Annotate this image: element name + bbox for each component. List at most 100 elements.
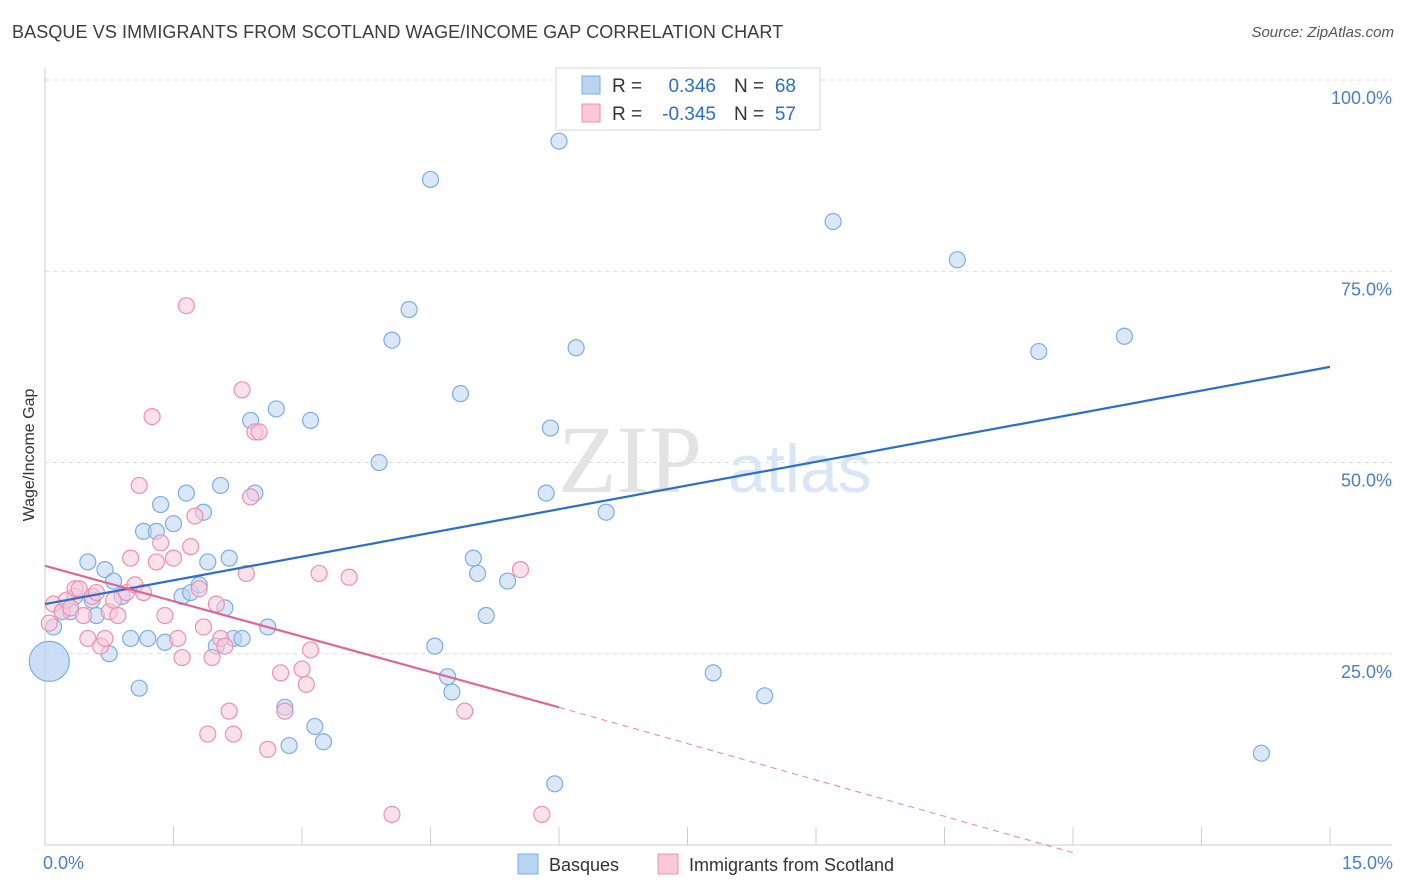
basques-point-18 <box>164 515 183 533</box>
scotland-point-40 <box>233 381 251 399</box>
basques-point-46 <box>443 683 461 701</box>
stats-n-value-basques: 68 <box>775 76 796 97</box>
scotland-point-31 <box>190 580 208 598</box>
basques-point-42 <box>400 300 418 319</box>
legend-swatch-basques[interactable] <box>517 853 539 875</box>
stats-n-label-scotland: N = <box>734 104 764 125</box>
legend-swatch-scotland[interactable] <box>657 853 679 875</box>
scotland-point-0 <box>40 614 58 632</box>
basques-point-41 <box>383 331 401 349</box>
scotland-point-54 <box>456 702 474 720</box>
basques-point-4 <box>79 553 97 571</box>
scotland-point-52 <box>340 568 358 586</box>
basques-point-55 <box>550 132 568 150</box>
basques-point-7 <box>96 560 114 579</box>
basques-point-64 <box>1252 744 1271 762</box>
watermark-atlas: atlas <box>728 431 872 507</box>
scotland-point-24 <box>156 606 174 625</box>
basques-point-54 <box>546 775 564 793</box>
trend-lines <box>44 365 1331 854</box>
scotland-point-8 <box>79 629 97 648</box>
watermark: ZIP atlas <box>558 406 872 513</box>
basques-point-26 <box>212 476 230 495</box>
scotland-point-35 <box>207 595 225 613</box>
y-tick-label-0: 25.0% <box>1341 662 1392 682</box>
scotland-point-51 <box>310 564 328 583</box>
scotland-point-45 <box>259 740 277 758</box>
basques-point-63 <box>1115 327 1134 345</box>
scotland-point-49 <box>297 675 315 693</box>
basques-point-30 <box>233 629 251 648</box>
scotland-trend-line <box>44 564 560 709</box>
scotland-point-23 <box>152 534 170 552</box>
scotland-point-25 <box>164 549 183 567</box>
basques-point-62 <box>1030 342 1048 361</box>
scotland-trend-extension <box>558 706 1074 854</box>
scotland-point-30 <box>186 507 204 525</box>
scotland-point-37 <box>216 637 234 655</box>
x-tick-label-max: 15.0% <box>1342 853 1393 873</box>
basques-point-58 <box>704 664 722 682</box>
stats-swatch-scotland <box>581 103 601 123</box>
y-axis-label: Wage/Income Gap <box>21 389 38 522</box>
basques-point-38 <box>306 717 324 736</box>
scotland-point-34 <box>203 648 221 667</box>
scotland-point-53 <box>383 805 401 824</box>
basques-point-47 <box>451 385 470 403</box>
scotland-point-42 <box>242 488 260 506</box>
basques-point-51 <box>499 572 517 590</box>
scotland-point-29 <box>182 538 200 556</box>
basques-point-39 <box>314 733 333 751</box>
basques-point-34 <box>267 400 285 418</box>
stats-r-value-basques: 0.346 <box>668 76 716 97</box>
scotland-point-22 <box>147 553 165 571</box>
scotland-point-50 <box>301 641 320 659</box>
stats-n-value-scotland: 57 <box>775 104 796 125</box>
scotland-point-28 <box>177 297 195 315</box>
scotland-point-39 <box>224 725 243 743</box>
scotland-point-7 <box>74 606 93 625</box>
basques-trend-line <box>44 365 1331 606</box>
stats-n-label-basques: N = <box>734 76 764 97</box>
basques-point-44 <box>426 637 444 655</box>
basques-point-28 <box>220 549 238 567</box>
basques-point-43 <box>421 170 440 189</box>
basques-point-16 <box>152 495 170 514</box>
scotland-point-12 <box>96 629 114 648</box>
x-tick-labels: 0.0% 15.0% <box>43 853 1393 873</box>
scotland-point-21 <box>143 408 161 426</box>
grid-lines <box>45 79 1392 655</box>
basques-point-21 <box>177 484 195 502</box>
basques-point-24 <box>199 553 217 571</box>
basques-point-52 <box>537 484 555 502</box>
scotland-point-48 <box>293 660 311 678</box>
scotland-point-44 <box>250 423 268 441</box>
scotland-point-56 <box>533 805 551 824</box>
legend-label-basques[interactable]: Basques <box>549 855 619 875</box>
basques-point-65 <box>28 640 70 683</box>
chart-source: Source: ZipAtlas.com <box>1251 24 1394 41</box>
y-tick-label-1: 50.0% <box>1341 471 1392 491</box>
stats-legend: R = 0.346 N = 68 R = -0.345 N = 57 <box>555 67 821 131</box>
basques-point-53 <box>541 419 560 437</box>
scotland-point-47 <box>276 702 294 720</box>
scotland-point-17 <box>122 549 140 567</box>
basques-point-36 <box>280 736 298 755</box>
legend: Basques Immigrants from Scotland <box>517 853 894 875</box>
scotland-point-46 <box>271 664 290 682</box>
scotland-point-19 <box>130 476 148 495</box>
basques-point-48 <box>464 549 482 567</box>
y-tick-label-3: 100.0% <box>1331 88 1392 108</box>
legend-label-scotland[interactable]: Immigrants from Scotland <box>689 855 894 875</box>
y-tick-label-2: 75.0% <box>1341 279 1392 299</box>
scotland-point-15 <box>109 606 127 625</box>
stats-r-value-scotland: -0.345 <box>662 104 716 125</box>
axes <box>44 68 1392 846</box>
basques-point-60 <box>824 212 842 231</box>
scotland-point-33 <box>199 725 217 743</box>
basques-point-50 <box>477 606 495 625</box>
basques-point-59 <box>755 687 774 705</box>
stats-r-label-scotland: R = <box>612 104 642 125</box>
basques-point-37 <box>301 411 320 430</box>
